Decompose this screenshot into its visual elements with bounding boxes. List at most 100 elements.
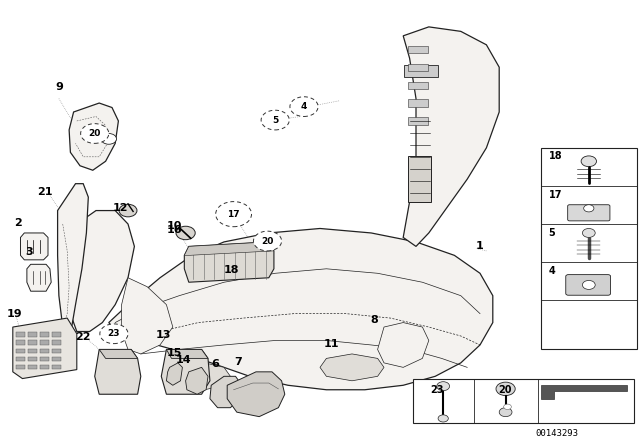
Text: 17: 17 — [227, 210, 240, 219]
Polygon shape — [210, 376, 242, 408]
Circle shape — [81, 124, 109, 143]
Circle shape — [290, 97, 318, 116]
Text: 23: 23 — [108, 329, 120, 338]
Circle shape — [253, 231, 282, 251]
Bar — [28, 340, 37, 345]
Circle shape — [436, 382, 449, 391]
Polygon shape — [161, 349, 210, 394]
Text: 14: 14 — [175, 355, 191, 365]
Bar — [40, 340, 49, 345]
Polygon shape — [95, 349, 141, 394]
Text: 19: 19 — [6, 309, 22, 319]
Polygon shape — [20, 233, 48, 260]
FancyBboxPatch shape — [404, 65, 438, 77]
Text: 8: 8 — [371, 315, 378, 325]
Text: 16: 16 — [166, 225, 182, 235]
Polygon shape — [166, 363, 182, 385]
Bar — [16, 349, 25, 353]
Circle shape — [100, 324, 128, 344]
Polygon shape — [320, 354, 384, 381]
Text: 5: 5 — [548, 228, 556, 238]
Circle shape — [504, 404, 511, 409]
Bar — [28, 357, 37, 361]
Bar — [52, 332, 61, 337]
Polygon shape — [13, 318, 77, 379]
Text: 12: 12 — [113, 203, 128, 213]
Bar — [28, 365, 37, 369]
Text: 21: 21 — [37, 187, 52, 197]
Bar — [413, 379, 634, 423]
Text: 22: 22 — [76, 332, 91, 342]
Bar — [541, 148, 637, 349]
FancyBboxPatch shape — [408, 117, 428, 125]
Text: 18: 18 — [224, 265, 239, 275]
Text: 20: 20 — [261, 237, 274, 246]
Polygon shape — [184, 242, 274, 255]
Circle shape — [496, 382, 515, 396]
Text: 6: 6 — [211, 359, 219, 369]
Circle shape — [582, 228, 595, 237]
Bar — [16, 332, 25, 337]
Polygon shape — [69, 103, 118, 170]
Bar — [40, 365, 49, 369]
Text: 10: 10 — [166, 221, 182, 231]
Polygon shape — [27, 264, 51, 291]
Bar — [52, 357, 61, 361]
Bar — [40, 349, 49, 353]
Bar — [16, 357, 25, 361]
FancyBboxPatch shape — [408, 99, 428, 107]
Polygon shape — [166, 349, 208, 358]
Polygon shape — [186, 367, 208, 394]
Text: 2: 2 — [14, 218, 22, 228]
Polygon shape — [58, 184, 88, 332]
Polygon shape — [184, 242, 274, 282]
Text: 4: 4 — [301, 102, 307, 111]
Text: 9: 9 — [55, 82, 63, 92]
Text: 20: 20 — [498, 385, 511, 395]
Circle shape — [581, 156, 596, 167]
Bar — [52, 365, 61, 369]
Circle shape — [101, 134, 116, 144]
Polygon shape — [122, 278, 173, 354]
Circle shape — [261, 110, 289, 130]
Text: 1: 1 — [476, 241, 484, 250]
Bar — [40, 357, 49, 361]
Polygon shape — [179, 363, 230, 390]
Text: 4: 4 — [548, 266, 556, 276]
Text: 7: 7 — [234, 357, 242, 367]
Polygon shape — [227, 372, 285, 417]
Polygon shape — [99, 349, 138, 358]
Polygon shape — [378, 323, 429, 367]
Polygon shape — [541, 385, 627, 399]
Circle shape — [176, 226, 195, 240]
Circle shape — [216, 202, 252, 227]
Text: 18: 18 — [548, 151, 562, 161]
Text: 17: 17 — [548, 190, 562, 200]
FancyBboxPatch shape — [408, 156, 431, 202]
Bar — [52, 349, 61, 353]
Polygon shape — [403, 27, 499, 246]
Bar — [16, 365, 25, 369]
FancyBboxPatch shape — [408, 82, 428, 89]
Text: 3: 3 — [26, 247, 33, 257]
Bar — [16, 340, 25, 345]
FancyBboxPatch shape — [568, 205, 610, 221]
Polygon shape — [70, 211, 134, 332]
Bar — [52, 340, 61, 345]
Circle shape — [582, 280, 595, 289]
Text: 15: 15 — [166, 348, 182, 358]
Bar — [40, 332, 49, 337]
Circle shape — [119, 204, 137, 217]
Text: 00143293: 00143293 — [535, 429, 579, 438]
Text: 23: 23 — [430, 385, 444, 395]
Text: 11: 11 — [324, 339, 339, 349]
FancyBboxPatch shape — [408, 46, 428, 53]
Circle shape — [438, 415, 448, 422]
Text: 13: 13 — [156, 330, 172, 340]
Text: 5: 5 — [272, 116, 278, 125]
Bar — [28, 332, 37, 337]
Text: 20: 20 — [88, 129, 101, 138]
Polygon shape — [109, 228, 493, 390]
FancyBboxPatch shape — [566, 275, 611, 295]
Circle shape — [499, 408, 512, 417]
